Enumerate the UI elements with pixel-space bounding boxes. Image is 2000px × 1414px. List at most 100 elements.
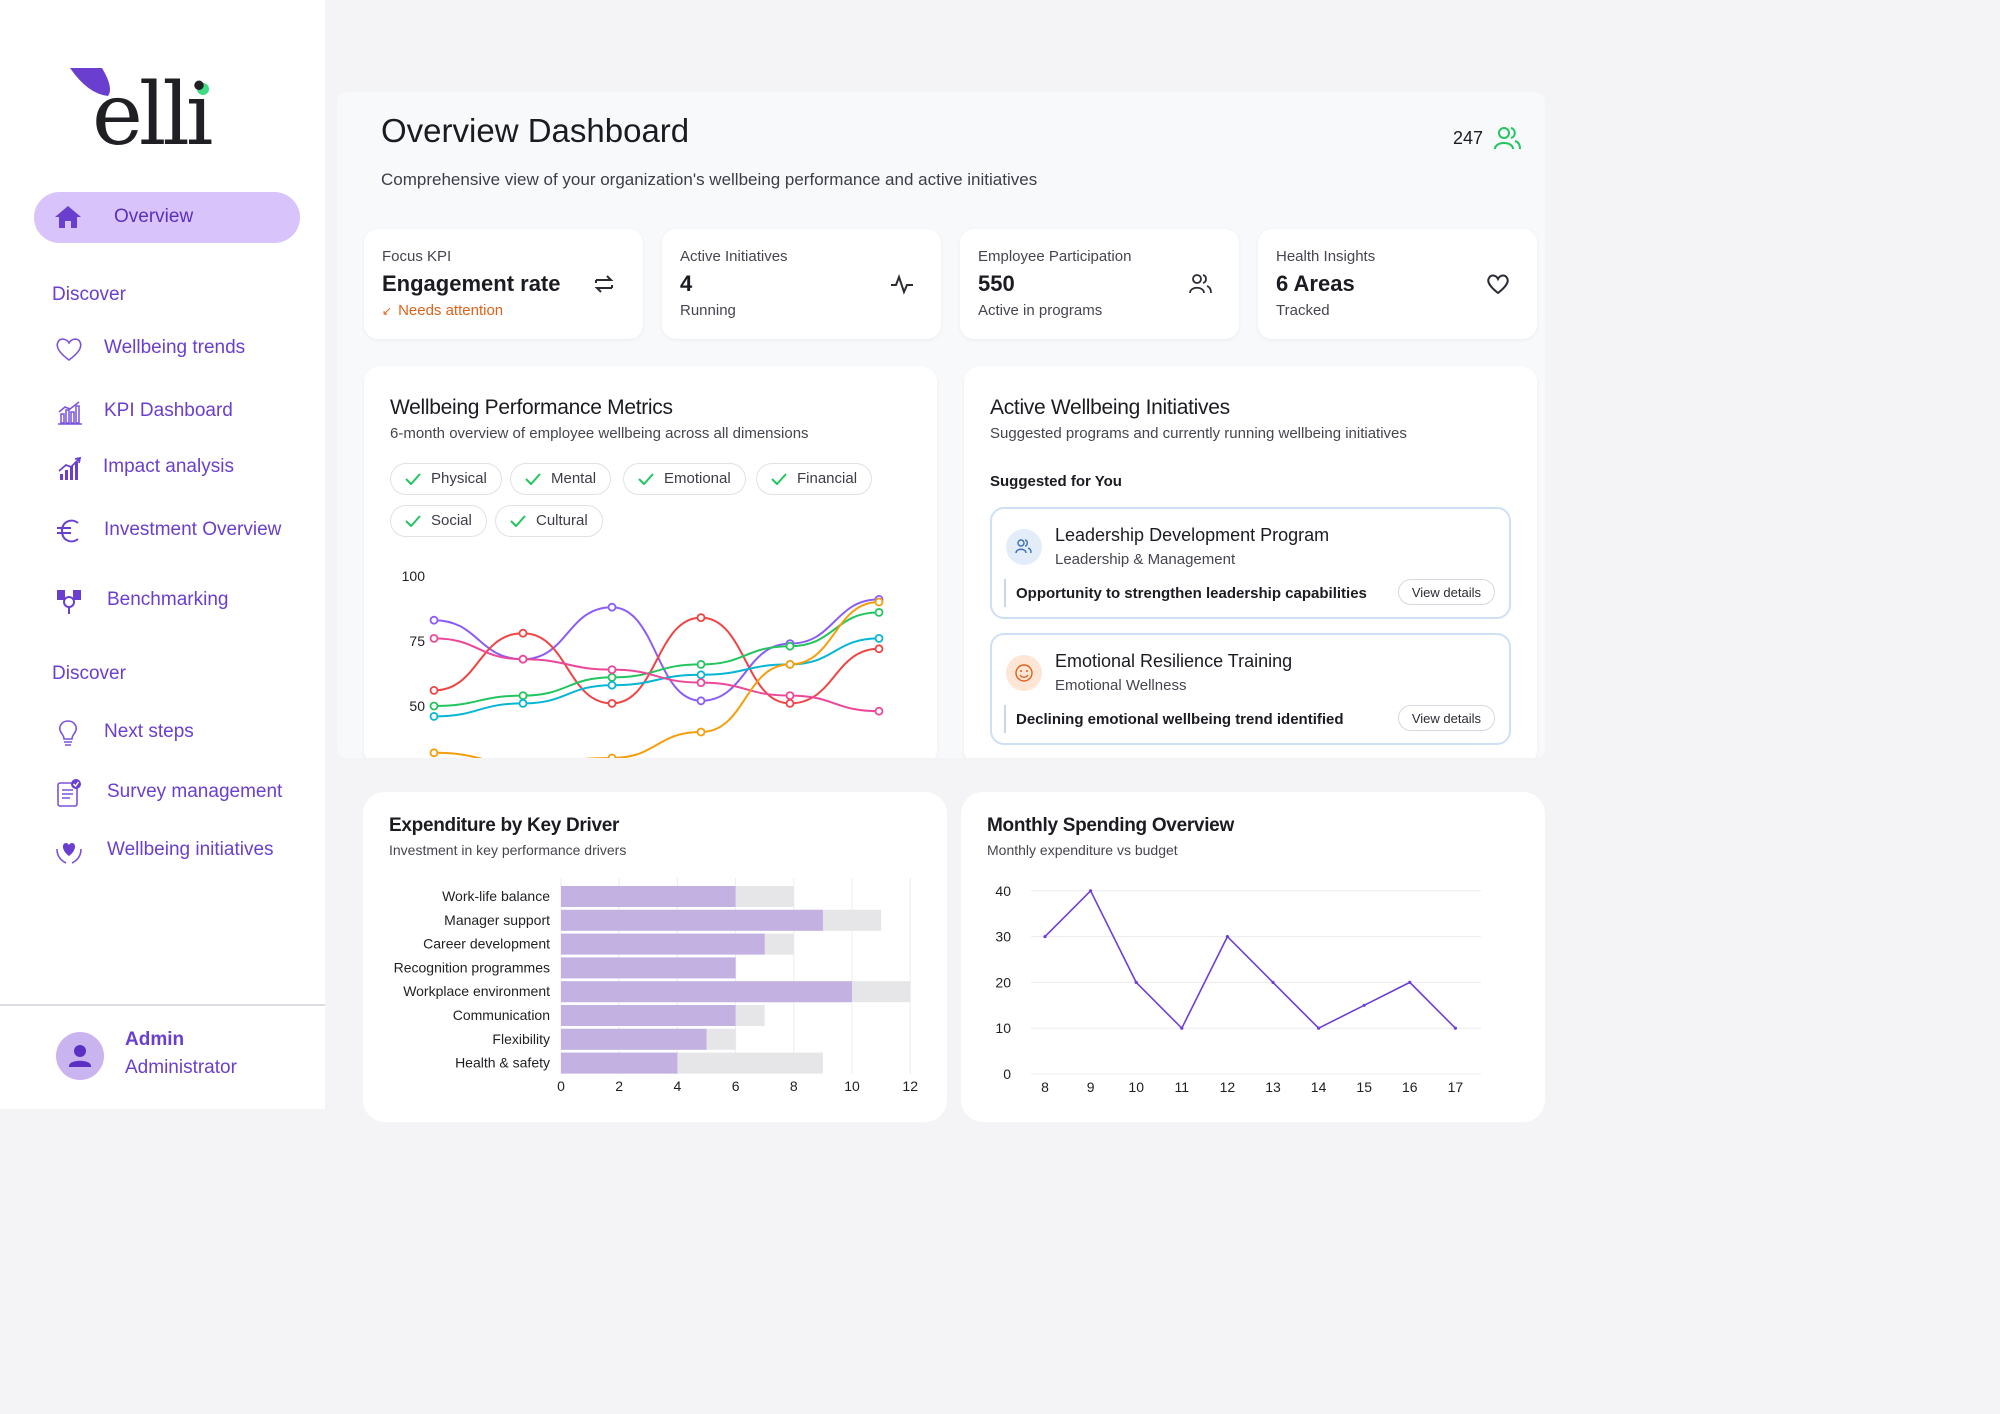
filter-emotional[interactable]: Emotional xyxy=(623,463,746,495)
initiative-card[interactable]: Emotional Resilience Training Emotional … xyxy=(990,633,1511,745)
users-icon[interactable] xyxy=(1493,124,1521,152)
user-avatar-icon xyxy=(69,1045,91,1067)
kpi-card-initiatives[interactable]: Active Initiatives 4 Running xyxy=(662,229,941,339)
x-tick-label: 10 xyxy=(1128,1079,1144,1095)
care-hands-icon xyxy=(56,843,82,864)
check-icon xyxy=(510,515,526,527)
growth-chart-icon xyxy=(58,456,82,480)
y-tick-label: 100 xyxy=(402,568,426,584)
nav-overview[interactable]: Overview xyxy=(34,192,300,243)
category-label: Flexibility xyxy=(492,1031,550,1047)
spending-line-chart: 0 10 20 30 40 8 9 10 11 12 13 14 15 16 17 xyxy=(995,883,1481,1095)
filter-label: Physical xyxy=(431,470,487,487)
filter-label: Cultural xyxy=(536,512,588,529)
user-role: Administrator xyxy=(125,1057,237,1078)
view-details-button[interactable]: View details xyxy=(1397,579,1495,605)
kpi-status: ↙ Needs attention xyxy=(382,302,503,319)
lightbulb-icon xyxy=(59,720,77,746)
expenditure-title: Expenditure by Key Driver xyxy=(389,815,620,836)
spending-point xyxy=(1089,889,1093,893)
filter-label: Mental xyxy=(551,470,597,487)
filter-label: Emotional xyxy=(664,470,731,487)
category-label: Health & safety xyxy=(455,1055,550,1071)
x-tick-label: 8 xyxy=(790,1078,798,1094)
nav-label: Wellbeing initiatives xyxy=(107,839,274,860)
category-label: Recognition programmes xyxy=(394,959,550,975)
smile-icon xyxy=(1015,664,1033,682)
category-label: Communication xyxy=(453,1007,550,1023)
home-icon xyxy=(55,206,81,228)
kpi-card-focus[interactable]: Focus KPI Engagement rate ↙ Needs attenti… xyxy=(364,229,643,339)
spending-point xyxy=(1180,1026,1184,1030)
initiatives-subtitle: Suggested programs and currently running… xyxy=(990,425,1407,442)
activity-icon xyxy=(891,274,913,295)
nav-investment-overview[interactable]: Investment Overview xyxy=(50,513,310,547)
nav-label: Next steps xyxy=(104,721,194,742)
category-label: Workplace environment xyxy=(403,983,550,999)
series-point xyxy=(607,753,617,758)
category-label: Manager support xyxy=(444,912,550,928)
series-line xyxy=(433,616,880,705)
category-label: Career development xyxy=(423,936,550,952)
users-icon xyxy=(1189,274,1212,294)
series-point xyxy=(429,748,439,758)
x-tick-label: 2 xyxy=(615,1078,623,1094)
initiative-title: Emotional Resilience Training xyxy=(1055,651,1293,671)
wellbeing-line-chart: 50 75 100 xyxy=(402,568,884,758)
check-icon xyxy=(405,515,421,527)
kpi-label: Health Insights xyxy=(1276,248,1376,265)
filter-cultural[interactable]: Cultural xyxy=(495,505,603,537)
nav-benchmarking[interactable]: Benchmarking xyxy=(50,583,310,617)
series-point xyxy=(607,680,617,690)
series-point xyxy=(696,659,706,669)
x-tick-label: 14 xyxy=(1311,1079,1327,1095)
section-heading: Discover xyxy=(52,284,126,305)
kpi-label: Active Initiatives xyxy=(680,248,788,265)
avatar[interactable] xyxy=(56,1032,104,1080)
spending-point xyxy=(1225,935,1229,939)
sidebar-divider xyxy=(0,1004,325,1006)
spending-subtitle: Monthly expenditure vs budget xyxy=(987,842,1178,858)
series-point xyxy=(518,691,528,701)
nav-next-steps[interactable]: Next steps xyxy=(50,715,310,749)
nav-wellbeing-initiatives[interactable]: Wellbeing initiatives xyxy=(50,833,310,867)
nav-label: KPI Dashboard xyxy=(104,400,233,421)
spending-title: Monthly Spending Overview xyxy=(987,815,1234,836)
series-point xyxy=(785,659,795,669)
view-details-button[interactable]: View details xyxy=(1397,705,1495,731)
spend-bar xyxy=(561,1028,707,1050)
y-tick-label: 20 xyxy=(995,974,1011,990)
nav-survey-management[interactable]: Survey management xyxy=(50,775,310,809)
nav-label: Survey management xyxy=(107,781,283,802)
filter-financial[interactable]: Financial xyxy=(756,463,873,495)
swap-arrows-icon[interactable] xyxy=(591,271,617,297)
series-point xyxy=(696,727,706,737)
nav-impact-analysis[interactable]: Impact analysis xyxy=(50,450,310,484)
spend-bar xyxy=(561,957,736,979)
initiative-icon-badge xyxy=(1006,655,1042,691)
expenditure-bar-chart: 0 2 4 6 8 10 12 Work-life balance Manager suppor… xyxy=(394,878,918,1094)
filter-social[interactable]: Social xyxy=(390,505,487,537)
y-tick-label: 0 xyxy=(1003,1066,1011,1082)
y-tick-label: 50 xyxy=(409,698,425,714)
kpi-card-health[interactable]: Health Insights 6 Areas Tracked xyxy=(1258,229,1537,339)
filter-mental[interactable]: Mental xyxy=(510,463,612,495)
x-tick-label: 17 xyxy=(1448,1079,1464,1095)
initiative-card[interactable]: Leadership Development Program Leadershi… xyxy=(990,507,1511,619)
nav-kpi-dashboard[interactable]: KPI Dashboard xyxy=(50,394,310,428)
kpi-card-participation[interactable]: Employee Participation 550 Active in pro… xyxy=(960,229,1239,339)
series-line xyxy=(433,601,880,758)
leaf-logo-icon xyxy=(70,68,110,96)
initiative-accent-bar xyxy=(1004,705,1006,733)
series-point xyxy=(429,711,439,721)
y-tick-label: 75 xyxy=(409,633,425,649)
x-tick-label: 11 xyxy=(1175,1079,1190,1095)
series-line xyxy=(433,637,880,718)
category-label: Work-life balance xyxy=(442,888,550,904)
filter-physical[interactable]: Physical xyxy=(390,463,502,495)
nav-wellbeing-trends[interactable]: Wellbeing trends xyxy=(50,331,310,365)
nav-label: Investment Overview xyxy=(104,519,282,540)
series-point xyxy=(429,615,439,625)
series-point xyxy=(785,641,795,651)
kpi-sub: Running xyxy=(680,302,736,319)
